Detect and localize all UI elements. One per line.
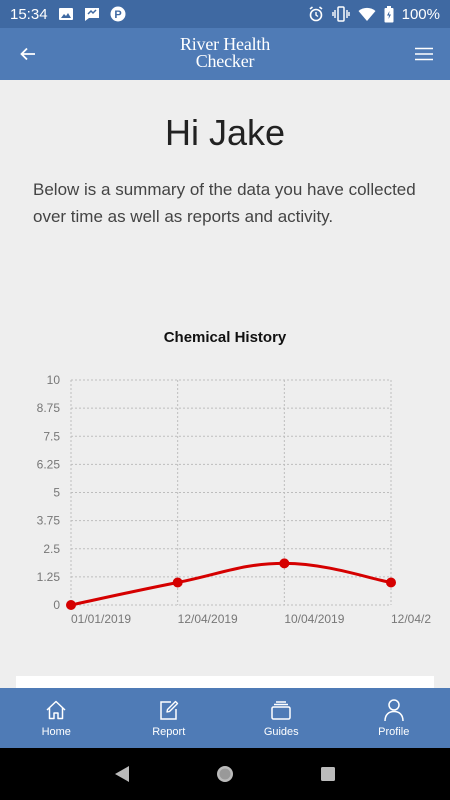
y-tick-label: 2.5	[43, 542, 60, 556]
main-content[interactable]: Hi Jake Below is a summary of the data y…	[0, 80, 450, 688]
data-point	[386, 577, 396, 588]
x-tick-label: 01/01/2019	[71, 612, 131, 626]
battery-level: 100%	[401, 5, 440, 23]
y-tick-label: 10	[47, 373, 61, 387]
menu-button[interactable]	[410, 40, 438, 68]
system-back-button[interactable]	[107, 759, 137, 789]
x-tick-label: 12/04/2019	[178, 612, 238, 626]
nav-guides-label: Guides	[263, 726, 299, 738]
stack-icon	[269, 698, 293, 722]
app-bar: River Health Checker	[0, 28, 450, 80]
bottom-nav: Home Report Guides Profile	[0, 688, 450, 748]
vibrate-icon	[331, 6, 350, 22]
greeting-heading: Hi Jake	[164, 112, 286, 153]
triangle-back-icon	[114, 766, 129, 782]
y-tick-label: 8.75	[37, 401, 61, 415]
logo-line1: River Health	[179, 34, 271, 54]
status-time: 15:34	[10, 5, 48, 23]
nav-report-label: Report	[152, 726, 186, 738]
edit-icon	[158, 698, 180, 722]
logo-line2: Checker	[195, 51, 255, 71]
chemical-history-chart: 10 8.75 7.5 6.25 5 3.75 2.5 1.25 0 01/01/2019 12/0…	[37, 373, 432, 626]
nav-home-label: Home	[41, 726, 71, 738]
x-tick-label: 12/04/2	[391, 612, 431, 626]
alarm-icon	[308, 6, 324, 22]
y-tick-label: 7.5	[43, 429, 60, 443]
status-bar: 15:34 P 100%	[0, 0, 450, 28]
y-tick-label: 3.75	[37, 514, 61, 528]
nav-profile[interactable]: Profile	[338, 688, 450, 748]
arrow-left-icon	[20, 47, 35, 61]
summary-card	[16, 676, 434, 688]
back-button[interactable]	[14, 40, 42, 68]
square-recents-icon	[321, 767, 336, 781]
circle-home-icon	[216, 766, 233, 782]
chart-title: Chemical History	[163, 329, 287, 346]
nav-profile-label: Profile	[378, 726, 410, 738]
svg-text:P: P	[114, 9, 121, 21]
wifi-icon	[358, 7, 376, 22]
nav-home[interactable]: Home	[0, 688, 113, 748]
data-point	[172, 577, 183, 588]
home-icon	[45, 698, 67, 722]
system-home-button[interactable]	[210, 759, 240, 789]
data-point	[66, 600, 76, 610]
y-tick-label: 5	[53, 486, 60, 500]
user-icon	[383, 698, 405, 722]
nav-guides[interactable]: Guides	[225, 688, 338, 748]
y-tick-label: 0	[53, 598, 60, 612]
series-line	[70, 561, 392, 607]
hamburger-icon	[415, 47, 433, 61]
chat-icon	[84, 7, 100, 22]
data-point	[279, 558, 290, 569]
app-logo: River Health Checker	[0, 34, 450, 71]
battery-icon	[384, 5, 394, 23]
system-nav-bar	[0, 748, 450, 800]
system-recents-button[interactable]	[313, 759, 343, 789]
x-tick-label: 10/04/2019	[284, 612, 344, 626]
y-tick-label: 6.25	[37, 457, 61, 471]
summary-text: Below is a summary of the data you have …	[33, 180, 416, 226]
nav-report[interactable]: Report	[113, 688, 226, 748]
p-icon: P	[110, 6, 126, 22]
image-icon	[58, 7, 74, 21]
y-tick-label: 1.25	[37, 570, 61, 584]
